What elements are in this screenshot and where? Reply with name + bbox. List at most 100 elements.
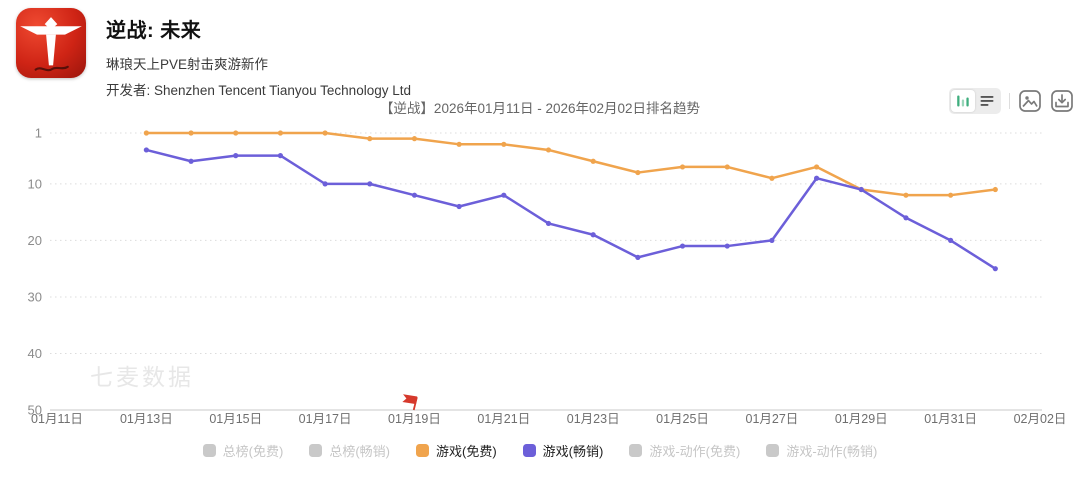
x-tick-label: 01月17日 bbox=[299, 412, 352, 426]
x-tick-label: 01月31日 bbox=[924, 412, 977, 426]
image-icon bbox=[1019, 90, 1041, 112]
series-line-0 bbox=[145, 131, 997, 197]
app-title: 逆战: 未来 bbox=[106, 20, 202, 42]
list-icon bbox=[980, 96, 994, 106]
data-point bbox=[545, 147, 552, 153]
x-tick-label: 01月27日 bbox=[746, 412, 799, 426]
legend-label: 游戏-动作(免费) bbox=[649, 444, 741, 459]
data-point bbox=[367, 136, 373, 142]
legend-label: 游戏-动作(畅销) bbox=[786, 444, 878, 459]
data-point bbox=[769, 237, 775, 244]
developer-label: 开发者: bbox=[106, 83, 151, 98]
y-tick-label: 50 bbox=[28, 403, 42, 418]
developer-name: Shenzhen Tencent Tianyou Technology Ltd bbox=[154, 83, 411, 98]
data-point bbox=[545, 220, 552, 227]
data-point bbox=[456, 203, 462, 210]
legend-item-2[interactable]: 游戏(免费) bbox=[416, 441, 497, 460]
y-tick-label: 10 bbox=[28, 176, 42, 191]
data-point bbox=[813, 175, 820, 181]
data-point bbox=[903, 192, 909, 198]
data-point bbox=[456, 141, 462, 147]
legend-item-3[interactable]: 游戏(畅销) bbox=[522, 441, 604, 460]
data-point bbox=[769, 175, 775, 181]
list-view-button[interactable] bbox=[975, 90, 999, 112]
x-tick-label: 01月25日 bbox=[656, 412, 709, 426]
event-flag-marker[interactable] bbox=[402, 394, 418, 411]
data-point bbox=[813, 164, 820, 170]
app-developer: 开发者: Shenzhen Tencent Tianyou Technology… bbox=[106, 79, 411, 99]
x-tick-label: 02月02日 bbox=[1014, 412, 1067, 426]
app-header: 逆战: 未来 琳琅天上PVE射击爽游新作 开发者: Shenzhen Tence… bbox=[16, 8, 411, 99]
data-point bbox=[501, 141, 507, 147]
legend-swatch bbox=[522, 444, 536, 457]
data-point bbox=[590, 158, 596, 164]
download-button[interactable] bbox=[1050, 89, 1074, 113]
x-tick-label: 01月11日 bbox=[31, 412, 83, 426]
bar-chart-icon bbox=[957, 95, 969, 107]
app-text-block: 逆战: 未来 琳琅天上PVE射击爽游新作 开发者: Shenzhen Tence… bbox=[106, 8, 411, 99]
chart-toolbar bbox=[949, 88, 1074, 114]
x-tick-label: 01月29日 bbox=[835, 412, 888, 426]
legend-label: 总榜(免费) bbox=[222, 444, 284, 459]
data-point bbox=[635, 169, 641, 176]
data-point bbox=[411, 192, 418, 198]
data-point bbox=[233, 153, 239, 159]
data-point bbox=[858, 186, 864, 193]
toolbar-separator bbox=[1009, 93, 1010, 109]
chart-title: 【逆战】2026年01月11日 - 2026年02月02日排名趋势 bbox=[379, 101, 701, 116]
data-point bbox=[903, 215, 909, 221]
legend-swatch bbox=[629, 444, 643, 457]
y-tick-label: 20 bbox=[28, 233, 42, 248]
data-point bbox=[277, 153, 284, 159]
data-point bbox=[679, 243, 686, 249]
rank-trend-chart-area[interactable]: 1 10 20 30 40 50 01月11日 01月13日 01月15日 01月17日 01月19… bbox=[0, 120, 1080, 435]
download-icon bbox=[1051, 90, 1073, 112]
legend-label: 游戏(畅销) bbox=[542, 444, 604, 459]
data-point bbox=[948, 237, 954, 244]
data-point bbox=[590, 232, 596, 238]
data-point bbox=[322, 130, 328, 136]
data-point bbox=[188, 130, 194, 136]
legend-swatch bbox=[416, 444, 429, 457]
data-point bbox=[501, 192, 507, 198]
nizhan-logo-icon bbox=[20, 17, 82, 72]
series-line-1 bbox=[145, 148, 997, 270]
data-point bbox=[367, 181, 373, 187]
x-tick-label: 01月23日 bbox=[567, 412, 620, 426]
legend-label: 总榜(畅销) bbox=[329, 444, 390, 459]
data-point bbox=[143, 147, 149, 153]
legend-item-4[interactable]: 游戏-动作(免费) bbox=[629, 441, 740, 460]
app-icon bbox=[16, 8, 86, 78]
app-tagline: 琳琅天上PVE射击爽游新作 bbox=[106, 57, 269, 72]
legend-swatch bbox=[309, 444, 323, 457]
legend-item-0[interactable]: 总榜(免费) bbox=[202, 441, 284, 460]
data-point bbox=[635, 254, 641, 260]
chart-legend: 总榜(免费) 总榜(畅销) 游戏(免费) 游戏(畅销) 游戏-动作(免费) 游戏-动作(畅… bbox=[0, 441, 1080, 460]
x-tick-label: 01月19日 bbox=[388, 412, 441, 426]
data-point bbox=[724, 243, 730, 249]
data-point bbox=[233, 130, 239, 136]
x-tick-label: 01月13日 bbox=[120, 412, 173, 426]
data-point bbox=[679, 164, 686, 170]
data-point bbox=[143, 130, 149, 136]
bar-chart-view-button[interactable] bbox=[951, 90, 975, 112]
y-tick-label: 30 bbox=[28, 289, 42, 304]
legend-swatch bbox=[202, 444, 216, 457]
legend-item-1[interactable]: 总榜(畅销) bbox=[309, 441, 390, 460]
export-image-button[interactable] bbox=[1018, 89, 1042, 113]
data-point bbox=[277, 130, 284, 136]
data-point bbox=[992, 266, 998, 272]
data-point bbox=[322, 181, 328, 187]
legend-item-5[interactable]: 游戏-动作(畅销) bbox=[766, 441, 877, 460]
chart-view-toggle bbox=[949, 88, 1001, 114]
data-point bbox=[948, 192, 954, 198]
legend-swatch bbox=[766, 444, 780, 457]
data-point bbox=[992, 186, 998, 193]
data-point bbox=[411, 136, 418, 142]
data-point bbox=[724, 164, 730, 170]
x-tick-label: 01月15日 bbox=[209, 412, 262, 426]
y-tick-label: 1 bbox=[35, 126, 42, 141]
x-tick-label: 01月21日 bbox=[477, 412, 530, 426]
